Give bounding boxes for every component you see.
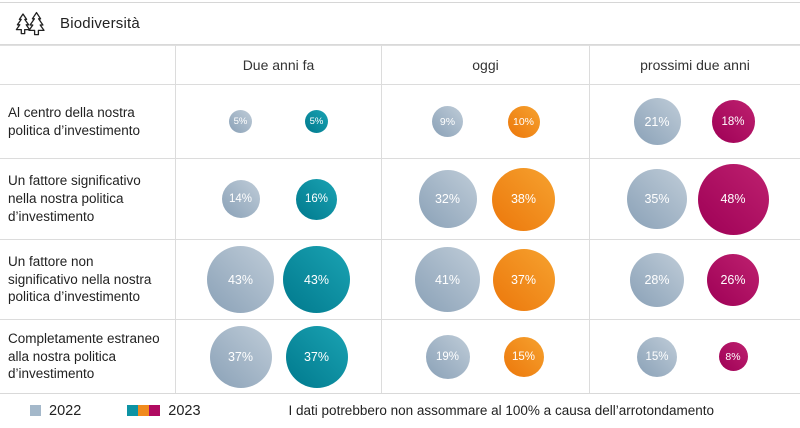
bubble-slot: 5%: [279, 110, 355, 133]
page-title: Biodiversità: [60, 15, 140, 32]
top-divider: [0, 2, 800, 3]
bubble-cell: 37% 37%: [175, 319, 381, 393]
legend-swatch: [127, 405, 139, 416]
bubble-cell: 15% 8%: [589, 319, 800, 393]
legend: 2022 2023 I dati potrebbero non assommare…: [0, 394, 800, 427]
row-label: Un fattore non significativo nella nostr…: [0, 239, 175, 319]
bubble-slot: 26%: [695, 253, 771, 306]
bubble-slot: 15%: [619, 336, 695, 377]
bubble-slot: 38%: [486, 167, 562, 231]
bubble-slot: 37%: [486, 248, 562, 311]
bubble-2023: 37%: [285, 325, 348, 388]
legend-item-2023: 2023: [127, 402, 201, 419]
bubble-2022: 14%: [221, 180, 260, 218]
bubble-slot: 16%: [279, 178, 355, 220]
bubble-slot: 21%: [619, 98, 695, 145]
row-label: Al centro della nostra politica d’invest…: [0, 84, 175, 158]
bubble-cell: 35% 48%: [589, 158, 800, 239]
bubble-cell: 14% 16%: [175, 158, 381, 239]
bubble-cell: 21% 18%: [589, 84, 800, 158]
column-header-due-anni-fa: Due anni fa: [175, 45, 381, 84]
legend-year-label: 2023: [168, 402, 201, 419]
bubble-cell: 32% 38%: [381, 158, 589, 239]
bubble-2023: 18%: [711, 100, 755, 143]
bubble-2023: 38%: [492, 167, 555, 231]
bubble-2023: 26%: [707, 253, 759, 306]
bubble-2023: 10%: [507, 105, 540, 138]
bubble-slot: 43%: [279, 246, 355, 313]
bubble-slot: 14%: [203, 180, 279, 218]
bubble-2022: 28%: [630, 252, 684, 307]
bubble-matrix: Due anni fa oggi prossimi due anni Al ce…: [0, 45, 800, 394]
bubble-2022: 5%: [229, 110, 252, 133]
column-header-oggi: oggi: [381, 45, 589, 84]
legend-swatch: [138, 405, 150, 416]
row-label: Un fattore significativo nella nostra po…: [0, 158, 175, 239]
bubble-slot: 32%: [410, 170, 486, 228]
bubble-cell: 9% 10%: [381, 84, 589, 158]
legend-item-2022: 2022: [30, 403, 81, 419]
bubble-slot: 19%: [410, 334, 486, 379]
bubble-slot: 28%: [619, 252, 695, 307]
bubble-slot: 5%: [203, 110, 279, 133]
bubble-2023: 16%: [296, 178, 337, 220]
legend-swatch: [149, 405, 161, 416]
bubble-slot: 35%: [619, 169, 695, 229]
bubble-2023: 5%: [305, 110, 328, 133]
bubble-slot: 48%: [695, 163, 771, 235]
bubble-2022: 9%: [432, 106, 463, 137]
bubble-2023: 8%: [718, 342, 748, 371]
bubble-2022: 43%: [207, 246, 274, 313]
bubble-2023: 43%: [283, 246, 350, 313]
bubble-2022: 32%: [418, 170, 477, 228]
bubble-2022: 21%: [633, 98, 681, 145]
legend-swatch: [30, 405, 41, 416]
rounding-note: I dati potrebbero non assommare al 100% …: [288, 403, 715, 418]
column-header-prossimi-due-anni: prossimi due anni: [589, 45, 800, 84]
bubble-2022: 35%: [627, 169, 687, 229]
pine-trees-icon: [14, 11, 46, 37]
bubble-cell: 28% 26%: [589, 239, 800, 319]
row-label: Completamente estraneo alla nostra polit…: [0, 319, 175, 393]
bubble-slot: 37%: [279, 325, 355, 388]
bubble-2023: 15%: [503, 336, 544, 377]
bubble-cell: 43% 43%: [175, 239, 381, 319]
bubble-slot: 9%: [410, 106, 486, 137]
bubble-slot: 37%: [203, 325, 279, 388]
bubble-slot: 18%: [695, 100, 771, 143]
bubble-2023: 48%: [697, 163, 769, 235]
legend-year-label: 2022: [49, 402, 82, 419]
bubble-slot: 8%: [695, 342, 771, 371]
bubble-2022: 15%: [637, 336, 677, 377]
bubble-2022: 37%: [209, 325, 272, 388]
bubble-2022: 41%: [415, 247, 480, 312]
bubble-cell: 5% 5%: [175, 84, 381, 158]
corner-cell: [0, 45, 175, 84]
bubble-slot: 43%: [203, 246, 279, 313]
chart-title-bar: Biodiversità: [0, 3, 800, 45]
bubble-slot: 15%: [486, 336, 562, 377]
bubble-cell: 41% 37%: [381, 239, 589, 319]
bubble-2022: 19%: [425, 334, 470, 379]
bubble-cell: 19% 15%: [381, 319, 589, 393]
bubble-slot: 41%: [410, 247, 486, 312]
bubble-slot: 10%: [486, 105, 562, 138]
bubble-2023: 37%: [492, 248, 555, 311]
